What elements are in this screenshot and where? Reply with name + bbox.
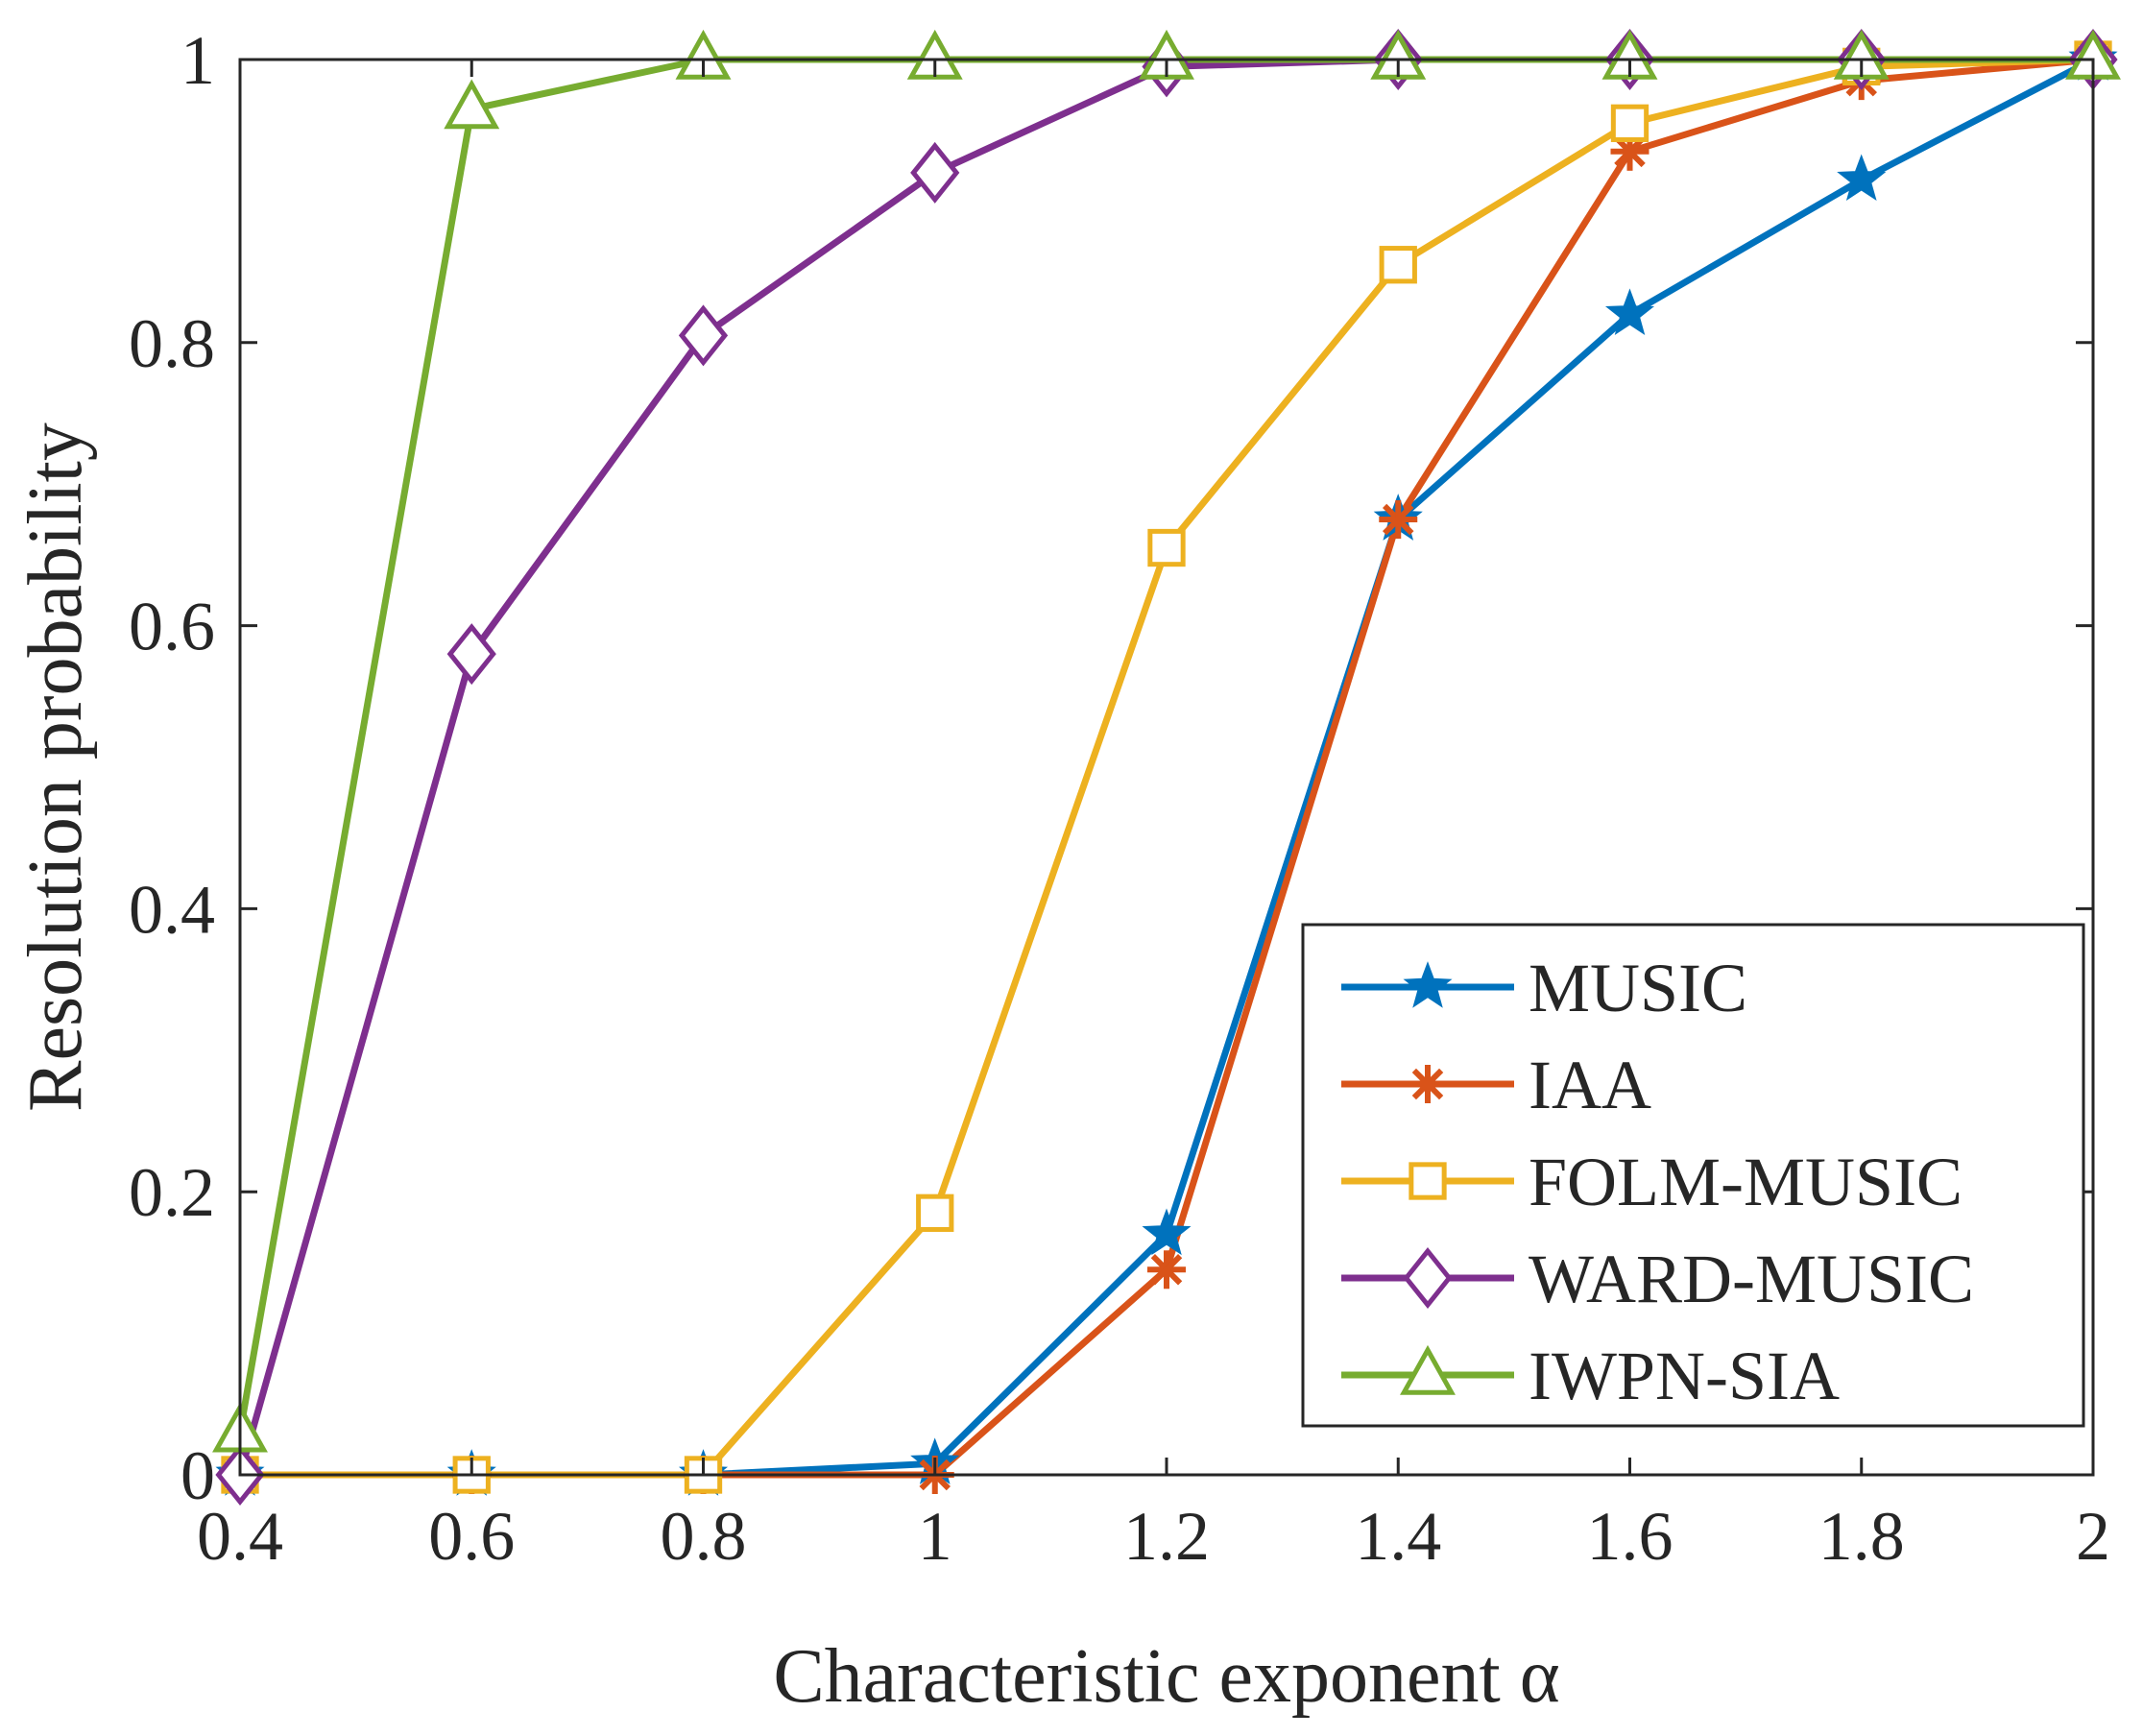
x-tick-label: 1.2 — [1123, 1498, 1210, 1575]
y-tick-label: 1 — [181, 22, 215, 99]
x-tick-label: 1 — [918, 1498, 952, 1575]
y-tick-label: 0.2 — [129, 1154, 215, 1231]
legend-label: MUSIC — [1529, 950, 1747, 1026]
legend-marker-folm-music — [1409, 1162, 1447, 1200]
data-point-folm-music — [1379, 246, 1417, 284]
x-tick-label: 0.8 — [661, 1498, 747, 1575]
data-point-ward-music — [678, 304, 729, 367]
legend-item-iaa: IAA — [1341, 1047, 1651, 1123]
legend-marker-music — [1403, 961, 1453, 1008]
data-point-folm-music — [1147, 528, 1186, 567]
x-tick-label: 0.4 — [197, 1498, 283, 1575]
x-tick-label: 1.6 — [1587, 1498, 1673, 1575]
legend-item-iwpn-sia: IWPN-SIA — [1341, 1338, 1840, 1414]
x-tick-label: 0.6 — [428, 1498, 515, 1575]
legend: MUSIC IAA FOLM-MUSIC WARD-MUSIC IWPN-SIA — [1301, 923, 2085, 1428]
legend-label: IWPN-SIA — [1529, 1338, 1840, 1414]
x-axis-label: Characteristic exponent α — [773, 1634, 1559, 1719]
data-point-iwpn-sia — [675, 29, 732, 80]
legend-item-ward-music: WARD-MUSIC — [1341, 1241, 1974, 1317]
data-point-ward-music — [446, 623, 496, 686]
x-tick-label: 1.4 — [1355, 1498, 1441, 1575]
data-point-folm-music — [916, 1194, 954, 1232]
data-point-iwpn-sia — [1370, 29, 1427, 80]
data-point-iaa — [1147, 1250, 1186, 1290]
data-point-folm-music — [1610, 104, 1649, 142]
data-point-music — [1604, 288, 1655, 336]
legend-label: WARD-MUSIC — [1529, 1241, 1974, 1317]
legend-marker-iwpn-sia — [1400, 1344, 1456, 1395]
legend-label: FOLM-MUSIC — [1529, 1144, 1962, 1220]
x-tick-label: 2 — [2076, 1498, 2110, 1575]
legend-label: IAA — [1529, 1047, 1651, 1123]
data-point-iwpn-sia — [444, 79, 500, 130]
y-tick-label: 0.4 — [129, 871, 215, 948]
x-tick-labels: 0.4 0.6 0.8 1 1.2 1.4 1.6 1.8 2 — [197, 1498, 2110, 1575]
data-point-iwpn-sia — [1833, 29, 1890, 80]
legend-marker-ward-music — [1403, 1246, 1453, 1310]
legend-marker-iaa — [1409, 1065, 1447, 1103]
legend-item-folm-music: FOLM-MUSIC — [1341, 1144, 1962, 1220]
data-point-iwpn-sia — [1139, 29, 1194, 80]
y-axis-label: Resolution probability — [13, 422, 98, 1112]
data-point-music — [1837, 154, 1887, 202]
y-tick-label: 0.6 — [129, 589, 215, 665]
data-point-iaa — [1379, 500, 1418, 540]
x-tick-label: 1.8 — [1818, 1498, 1905, 1575]
y-tick-label: 0.8 — [129, 305, 215, 382]
legend-item-music: MUSIC — [1341, 950, 1747, 1026]
axis-ticks — [238, 58, 2095, 1477]
data-point-music — [1142, 1208, 1192, 1256]
y-tick-labels: 0 0.2 0.4 0.6 0.8 1 — [129, 22, 215, 1514]
y-tick-label: 0 — [181, 1437, 215, 1514]
data-point-iwpn-sia — [906, 29, 963, 80]
data-point-iwpn-sia — [1601, 29, 1658, 80]
data-point-ward-music — [910, 141, 960, 204]
